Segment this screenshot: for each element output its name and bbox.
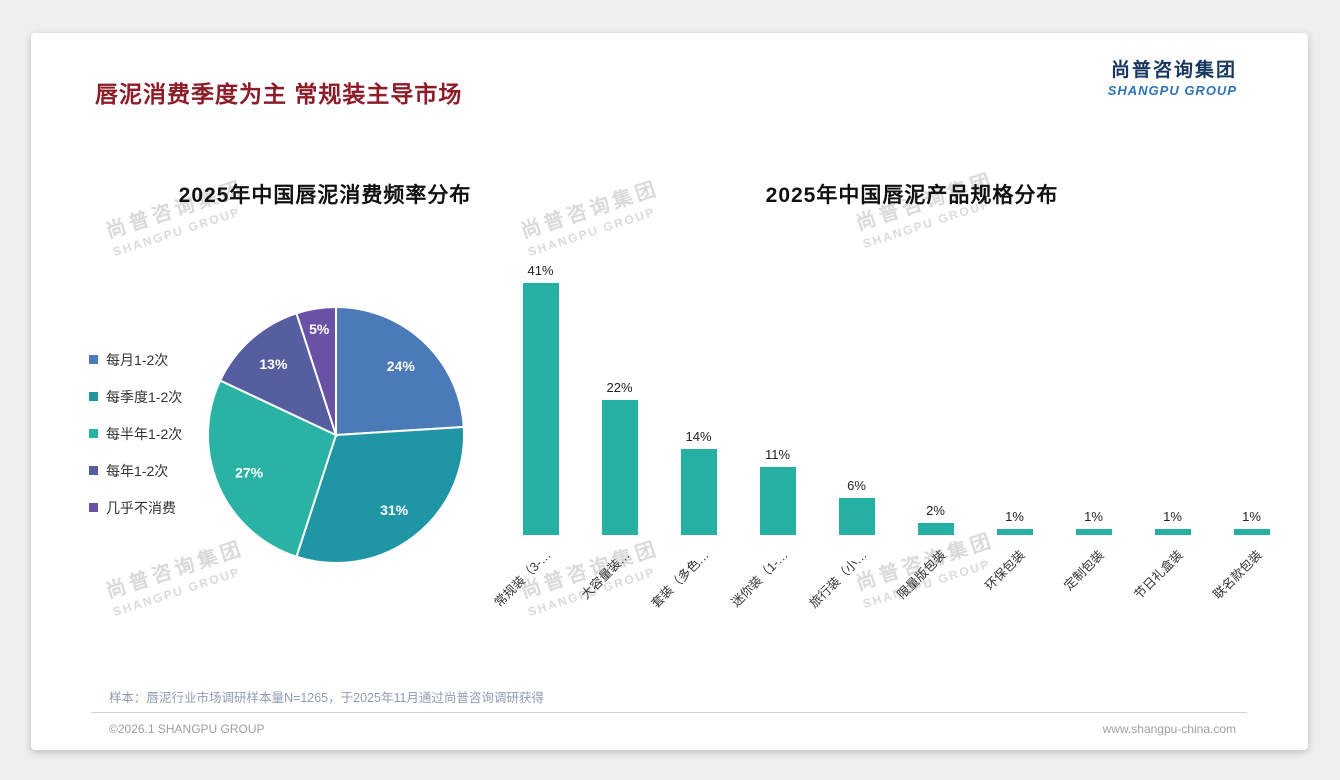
brand-logo-cn: 尚普咨询集团 bbox=[1110, 60, 1237, 81]
brand-logo-en: SHANGPU GROUP bbox=[1107, 83, 1237, 98]
legend-swatch bbox=[89, 466, 98, 475]
pie-slice bbox=[335, 305, 465, 437]
pie-data-label: 13% bbox=[259, 356, 288, 372]
bar-value-label: 6% bbox=[847, 478, 866, 494]
legend-item: 每季度1-2次 bbox=[89, 378, 182, 415]
bar-value-label: 11% bbox=[764, 447, 791, 463]
bar-value-label: 14% bbox=[685, 428, 712, 444]
sample-note: 样本：唇泥行业市场调研样本量N=1265，于2025年11月通过尚普咨询调研获得 bbox=[109, 691, 544, 705]
bar bbox=[917, 522, 954, 535]
bar bbox=[680, 448, 717, 535]
legend-item: 每年1-2次 bbox=[89, 452, 182, 489]
pie-slice bbox=[207, 379, 338, 559]
pie-chart-title: 2025年中国唇泥消费频率分布 bbox=[178, 184, 472, 207]
bar bbox=[1075, 528, 1112, 535]
pie-data-label: 27% bbox=[235, 465, 264, 481]
slide: 唇泥消费季度为主 常规装主导市场 尚普咨询集团 SHANGPU GROUP 尚普… bbox=[31, 33, 1308, 750]
footer-copyright: ©2026.1 SHANGPU GROUP bbox=[109, 722, 265, 736]
bar bbox=[838, 498, 875, 535]
bar-value-label: 2% bbox=[926, 502, 945, 518]
legend-swatch bbox=[89, 429, 98, 438]
watermark-en: SHANGPU GROUP bbox=[111, 204, 243, 260]
legend-item: 每月1-2次 bbox=[89, 341, 182, 378]
page-title: 唇泥消费季度为主 常规装主导市场 bbox=[95, 81, 463, 107]
bar bbox=[522, 282, 559, 535]
legend-label: 每年1-2次 bbox=[106, 462, 169, 479]
pie-data-label: 24% bbox=[387, 358, 416, 374]
bar bbox=[601, 399, 638, 535]
bar bbox=[1154, 528, 1191, 535]
pie-chart: 24% 31% 27% 13% 5% bbox=[207, 305, 465, 564]
bar-value-label: 1% bbox=[1163, 508, 1182, 524]
bar-chart-title: 2025年中国唇泥产品规格分布 bbox=[765, 184, 1059, 207]
watermark-en: SHANGPU GROUP bbox=[526, 204, 658, 260]
pie-slice bbox=[295, 305, 337, 436]
legend-label: 每月1-2次 bbox=[106, 351, 169, 368]
bar-chart: 41% 常规装（3-… 22% 大容量装… 14% 套装（多色… 11% 迷你装（1-… 6% 旅… bbox=[491, 258, 1291, 688]
footer-website: www.shangpu-china.com bbox=[1102, 722, 1236, 736]
legend-item: 几乎不消费 bbox=[89, 489, 182, 526]
legend-swatch bbox=[89, 392, 98, 401]
bar bbox=[1233, 528, 1270, 535]
bar-value-label: 1% bbox=[1084, 508, 1103, 524]
pie-data-label: 5% bbox=[309, 321, 330, 337]
bar-value-label: 22% bbox=[606, 379, 633, 395]
legend-swatch bbox=[89, 503, 98, 512]
legend-label: 每季度1-2次 bbox=[106, 388, 183, 405]
legend-item: 每半年1-2次 bbox=[89, 415, 182, 452]
legend-swatch bbox=[89, 355, 98, 364]
bar-value-label: 1% bbox=[1005, 508, 1024, 524]
bar bbox=[759, 467, 796, 535]
footer-divider bbox=[91, 712, 1247, 713]
legend-label: 每半年1-2次 bbox=[106, 425, 183, 442]
brand-logo: 尚普咨询集团 SHANGPU GROUP bbox=[1108, 55, 1237, 98]
pie-data-label: 31% bbox=[380, 502, 409, 518]
pie-slice bbox=[295, 425, 465, 564]
pie-slice bbox=[218, 311, 338, 437]
legend-label: 几乎不消费 bbox=[106, 499, 176, 516]
pie-legend: 每月1-2次 每季度1-2次 每半年1-2次 每年1-2次 几乎不消费 bbox=[89, 341, 182, 526]
bar-value-label: 1% bbox=[1242, 508, 1261, 524]
bar bbox=[996, 528, 1033, 535]
bar-value-label: 41% bbox=[527, 262, 554, 278]
